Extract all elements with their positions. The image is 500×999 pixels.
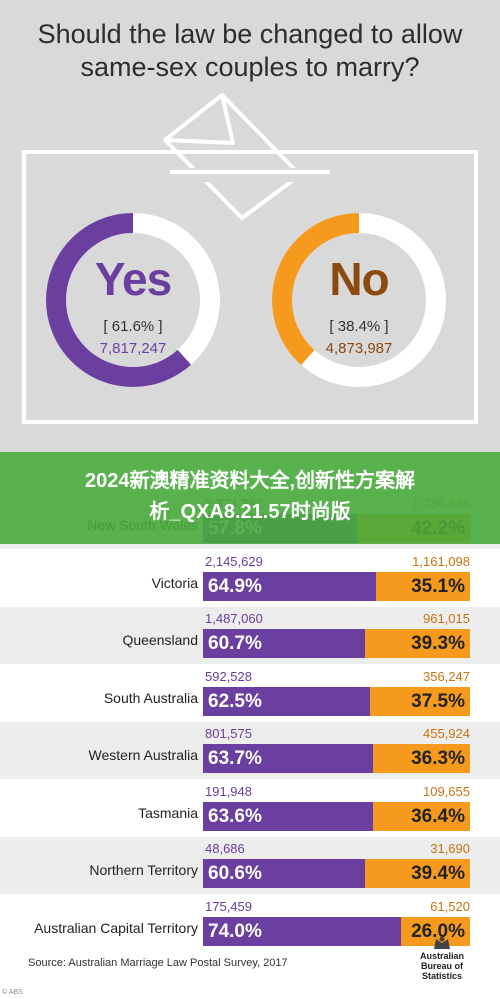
- yes-percent-label: 60.6%: [208, 863, 262, 884]
- question-line-2: same-sex couples to marry?: [80, 52, 420, 82]
- region-label: Tasmania: [138, 804, 198, 821]
- yes-count-label: 2,145,629: [205, 553, 263, 569]
- no-label: No: [329, 253, 389, 305]
- no-bar: 39.3%: [365, 629, 470, 658]
- yes-percent-label: 62.5%: [208, 690, 262, 712]
- survey-question: Should the law be changed to allow same-…: [30, 18, 470, 84]
- no-percent-label: 36.3%: [411, 748, 465, 769]
- no-count-label: 31,690: [430, 841, 470, 856]
- yes-bar: 60.6%: [203, 859, 365, 888]
- overlay-banner-line-1: 2024新澳精准资料大全,创新性方案解: [84, 470, 416, 492]
- region-label: Australian Capital Territory: [34, 919, 198, 936]
- yes-count: 7,817,247: [99, 340, 167, 357]
- state-row: Queensland 1,487,060 961,015 60.7% 39.3%: [0, 607, 500, 664]
- no-percent-label: 35.1%: [411, 575, 465, 597]
- coat-of-arms-icon: [434, 936, 450, 949]
- ballot-box-outline: [22, 150, 478, 424]
- yes-bar: 63.6%: [203, 801, 373, 831]
- no-bar: 37.5%: [369, 686, 470, 716]
- yes-count-label: 592,528: [205, 668, 252, 684]
- no-percent-label: 26.0%: [411, 920, 465, 942]
- region-label: South Australia: [103, 689, 198, 706]
- yes-percent-label: 64.9%: [208, 575, 262, 597]
- abs-logo-text: Australian Bureau of Statistics: [410, 951, 474, 981]
- region-label: Victoria: [151, 574, 198, 591]
- state-row: Victoria 2,145,629 1,161,098 64.9% 35.1%: [0, 550, 500, 607]
- overlay-banner-line-2: 析_QXA8.21.57时尚版: [149, 501, 351, 523]
- yes-count-label: 48,686: [205, 841, 245, 856]
- yes-bar: 74.0%: [203, 916, 401, 946]
- no-bar: 36.4%: [372, 801, 470, 831]
- yes-donut-arc: [46, 213, 220, 387]
- no-count-label: 356,247: [423, 668, 470, 684]
- no-count-label: 1,161,098: [412, 553, 470, 569]
- no-count-label: 109,655: [423, 783, 470, 799]
- yes-percent-label: 60.7%: [208, 633, 262, 654]
- no-bar: 39.4%: [364, 859, 470, 888]
- yes-bar: 62.5%: [203, 686, 370, 716]
- yes-percent: [ 61.6% ]: [103, 318, 163, 335]
- no-percent-label: 37.5%: [411, 690, 465, 712]
- no-donut: No [ 38.4% ] 4,873,987: [269, 210, 449, 390]
- no-count-label: 961,015: [423, 611, 470, 626]
- source-note: Source: Australian Marriage Law Postal S…: [28, 957, 288, 969]
- region-label: Queensland: [122, 632, 198, 648]
- no-count-label: 455,924: [423, 726, 470, 741]
- corner-mark: © ABS: [2, 989, 23, 996]
- region-label: Western Australia: [88, 747, 198, 763]
- no-count: 4,873,987: [325, 340, 393, 357]
- yes-count-label: 191,948: [205, 783, 252, 799]
- no-bar: 36.3%: [373, 744, 470, 773]
- yes-bar: 64.9%: [203, 571, 377, 601]
- state-row: Western Australia 801,575 455,924 63.7% 36.3…: [0, 722, 500, 779]
- yes-count-label: 801,575: [205, 726, 252, 741]
- yes-count-label: 175,459: [205, 898, 252, 914]
- no-bar: 35.1%: [376, 571, 470, 601]
- state-row: Australian Capital Territory 175,459 61,52…: [0, 895, 500, 952]
- survey-header-panel: Should the law be changed to allow same-…: [0, 0, 500, 455]
- ballot-envelope-icon: [163, 93, 330, 220]
- no-percent: [ 38.4% ]: [329, 318, 389, 335]
- yes-bar: 63.7%: [203, 744, 374, 773]
- yes-percent-label: 63.6%: [208, 805, 262, 827]
- region-label: Northern Territory: [89, 862, 198, 878]
- no-percent-label: 39.3%: [411, 633, 465, 654]
- state-row: Tasmania 191,948 109,655 63.6% 36.4%: [0, 780, 500, 837]
- yes-count-label: 1,487,060: [205, 611, 263, 626]
- no-count-label: 61,520: [430, 898, 470, 914]
- question-line-1: Should the law be changed to allow: [37, 19, 463, 49]
- no-bar: 26.0%: [400, 916, 470, 946]
- abs-logo-line-2: Bureau of: [420, 961, 463, 971]
- yes-donut: Yes [ 61.6% ] 7,817,247: [43, 210, 223, 390]
- overlay-banner-text: 2024新澳精准资料大全,创新性方案解 析_QXA8.21.57时尚版: [10, 466, 490, 528]
- yes-label: Yes: [94, 253, 172, 305]
- yes-percent-label: 63.7%: [208, 748, 262, 769]
- yes-bar: 60.7%: [203, 629, 366, 658]
- abs-logo: Australian Bureau of Statistics: [410, 936, 474, 994]
- state-row: South Australia 592,528 356,247 62.5% 37.5%: [0, 665, 500, 722]
- abs-logo-line-1: Australian: [419, 951, 464, 961]
- abs-logo-line-3: Statistics: [421, 971, 463, 981]
- no-percent-label: 39.4%: [411, 863, 465, 884]
- no-donut-arc: [272, 213, 446, 387]
- no-percent-label: 36.4%: [411, 805, 465, 827]
- yes-percent-label: 74.0%: [208, 920, 262, 942]
- overlay-banner: 2024新澳精准资料大全,创新性方案解 析_QXA8.21.57时尚版: [0, 452, 500, 544]
- state-row: Northern Territory 48,686 31,690 60.6% 39.4%: [0, 837, 500, 894]
